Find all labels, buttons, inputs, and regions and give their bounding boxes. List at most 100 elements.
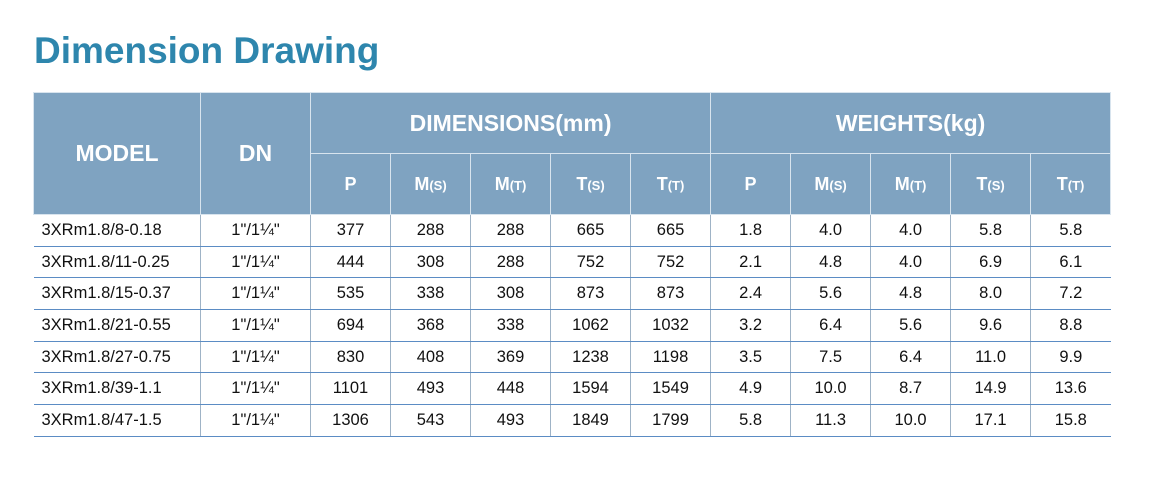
table-cell: 4.9 xyxy=(710,372,792,406)
table-cell: 6.9 xyxy=(950,245,1032,279)
subcolumn-sub: (S) xyxy=(587,177,605,193)
table-row: 3XRm1.8/8-0.18 1"/1¼" 377 288 288 665 665 1.8 4.… xyxy=(33,214,1111,247)
table-cell: 4.0 xyxy=(870,214,952,247)
table-cell: 5.6 xyxy=(870,309,952,342)
table-cell: 873 xyxy=(550,277,631,311)
table-cell: 493 xyxy=(390,372,471,406)
table-cell: 7.2 xyxy=(1030,277,1111,311)
table-cell: 830 xyxy=(310,340,391,374)
table-row: 3XRm1.8/39-1.1 1"/1¼" 1101 493 448 1594 1549 4.… xyxy=(33,372,1111,406)
page-title: Dimension Drawing xyxy=(34,30,380,71)
table-cell: 1.8 xyxy=(710,214,792,247)
table-cell: 1"/1¼" xyxy=(200,372,311,406)
table-cell: 3XRm1.8/21-0.55 xyxy=(33,309,201,342)
table-cell: 4.0 xyxy=(790,214,872,247)
table-cell: 4.8 xyxy=(870,277,952,311)
table-cell: 15.8 xyxy=(1030,404,1111,437)
table-cell: 665 xyxy=(550,214,631,247)
table-row: 3XRm1.8/11-0.25 1"/1¼" 444 308 288 752 752 2.1 4… xyxy=(33,245,1111,279)
table-cell: 543 xyxy=(390,404,471,437)
table-cell: 1594 xyxy=(550,372,631,406)
table-cell: 3.5 xyxy=(710,340,792,374)
table-cell: 4.8 xyxy=(790,245,872,279)
spec-table: MODEL DN DIMENSIONS(mm) WEIGHTS(kg) P M(S) M(T… xyxy=(33,92,1112,437)
table-cell: 288 xyxy=(390,214,471,247)
table-cell: 1"/1¼" xyxy=(200,245,311,279)
table-body: 3XRm1.8/8-0.18 1"/1¼" 377 288 288 665 665 1.8 4.… xyxy=(33,214,1111,437)
table-cell: 5.8 xyxy=(710,404,792,437)
table-cell: 448 xyxy=(470,372,551,406)
table-cell: 1101 xyxy=(310,372,391,406)
subcolumn-sub: (T) xyxy=(1067,177,1085,193)
table-cell: 9.9 xyxy=(1030,340,1111,374)
table-cell: 17.1 xyxy=(950,404,1032,437)
subcolumn-header: M(T) xyxy=(870,153,952,215)
table-cell: 6.1 xyxy=(1030,245,1111,279)
table-row: 3XRm1.8/27-0.75 1"/1¼" 830 408 369 1238 1198 3.… xyxy=(33,340,1111,374)
subcolumn-main: T xyxy=(656,173,668,194)
table-cell: 1"/1¼" xyxy=(200,404,311,437)
table-cell: 338 xyxy=(470,309,551,342)
table-cell: 288 xyxy=(470,245,551,279)
table-cell: 3XRm1.8/8-0.18 xyxy=(33,214,201,247)
subcolumn-main: P xyxy=(344,173,357,194)
subcolumn-header: M(T) xyxy=(470,153,551,215)
table-cell: 1062 xyxy=(550,309,631,342)
subcolumn-main: T xyxy=(576,173,588,194)
table-cell: 11.3 xyxy=(790,404,872,437)
table-cell: 8.0 xyxy=(950,277,1032,311)
table-cell: 1799 xyxy=(629,404,712,437)
subcolumn-main: T xyxy=(976,173,988,194)
table-cell: 3XRm1.8/27-0.75 xyxy=(33,340,201,374)
table-cell: 5.6 xyxy=(790,277,872,311)
subcolumn-header: M(S) xyxy=(390,153,471,215)
table-cell: 338 xyxy=(390,277,471,311)
table-cell: 873 xyxy=(629,277,712,311)
table-cell: 1"/1¼" xyxy=(200,309,311,342)
table-cell: 408 xyxy=(390,340,471,374)
table-cell: 752 xyxy=(629,245,712,279)
table-cell: 3XRm1.8/15-0.37 xyxy=(33,277,201,311)
table-cell: 694 xyxy=(310,309,391,342)
table-cell: 1198 xyxy=(629,340,712,374)
table-cell: 535 xyxy=(310,277,391,311)
table-cell: 3XRm1.8/11-0.25 xyxy=(33,245,201,279)
table-cell: 3.2 xyxy=(710,309,792,342)
table-cell: 11.0 xyxy=(950,340,1032,374)
column-header: MODEL xyxy=(33,92,201,215)
table-cell: 8.8 xyxy=(1030,309,1111,342)
table-cell: 1549 xyxy=(629,372,712,406)
table-cell: 6.4 xyxy=(790,309,872,342)
table-row: 3XRm1.8/47-1.5 1"/1¼" 1306 543 493 1849 1799 5.… xyxy=(33,404,1111,437)
group-header: DIMENSIONS(mm) xyxy=(309,92,712,154)
subcolumn-main: P xyxy=(744,173,757,194)
table-row: 3XRm1.8/21-0.55 1"/1¼" 694 368 338 1062 1032 3.… xyxy=(33,309,1111,342)
table-cell: 308 xyxy=(470,277,551,311)
table-cell: 7.5 xyxy=(790,340,872,374)
table-cell: 752 xyxy=(550,245,631,279)
table-cell: 2.4 xyxy=(710,277,792,311)
subcolumn-sub: (S) xyxy=(429,177,447,193)
subcolumn-sub: (S) xyxy=(987,177,1005,193)
table-cell: 2.1 xyxy=(710,245,792,279)
table-cell: 6.4 xyxy=(870,340,952,374)
table-cell: 1849 xyxy=(550,404,631,437)
table-cell: 5.8 xyxy=(950,214,1032,247)
table-cell: 288 xyxy=(470,214,551,247)
table-cell: 8.7 xyxy=(870,372,952,406)
table-cell: 10.0 xyxy=(870,404,952,437)
subcolumn-sub: (T) xyxy=(667,177,685,193)
subheader-row: P M(S) M(T) T(S) T(T) P M(S) M(T) T(S) T(T) xyxy=(34,153,1112,215)
subcolumn-header: T(S) xyxy=(550,153,631,215)
table-cell: 1"/1¼" xyxy=(200,277,311,311)
table-cell: 10.0 xyxy=(790,372,872,406)
table-cell: 377 xyxy=(310,214,391,247)
subcolumn-main: M xyxy=(894,173,910,194)
group-header: WEIGHTS(kg) xyxy=(710,92,1112,154)
subcolumn-header: P xyxy=(310,153,391,215)
table-cell: 368 xyxy=(390,309,471,342)
table-cell: 5.8 xyxy=(1030,214,1111,247)
subcolumn-sub: (T) xyxy=(509,177,527,193)
table-cell: 3XRm1.8/39-1.1 xyxy=(33,372,201,406)
